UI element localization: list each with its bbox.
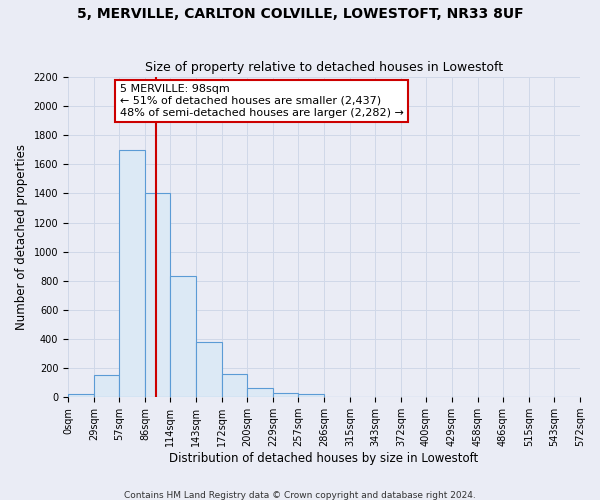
- Bar: [247, 388, 273, 397]
- Bar: [170, 276, 196, 397]
- Bar: [145, 194, 170, 397]
- Bar: [196, 342, 222, 397]
- Bar: [119, 150, 145, 397]
- Text: 5, MERVILLE, CARLTON COLVILLE, LOWESTOFT, NR33 8UF: 5, MERVILLE, CARLTON COLVILLE, LOWESTOFT…: [77, 8, 523, 22]
- Text: 5 MERVILLE: 98sqm
← 51% of detached houses are smaller (2,437)
48% of semi-detac: 5 MERVILLE: 98sqm ← 51% of detached hous…: [120, 84, 404, 117]
- Y-axis label: Number of detached properties: Number of detached properties: [15, 144, 28, 330]
- X-axis label: Distribution of detached houses by size in Lowestoft: Distribution of detached houses by size …: [169, 452, 479, 465]
- Title: Size of property relative to detached houses in Lowestoft: Size of property relative to detached ho…: [145, 62, 503, 74]
- Text: Contains HM Land Registry data © Crown copyright and database right 2024.: Contains HM Land Registry data © Crown c…: [124, 490, 476, 500]
- Bar: [273, 393, 298, 397]
- Bar: [298, 394, 324, 397]
- Bar: [222, 374, 247, 397]
- Bar: [68, 394, 94, 397]
- Bar: [94, 376, 119, 397]
